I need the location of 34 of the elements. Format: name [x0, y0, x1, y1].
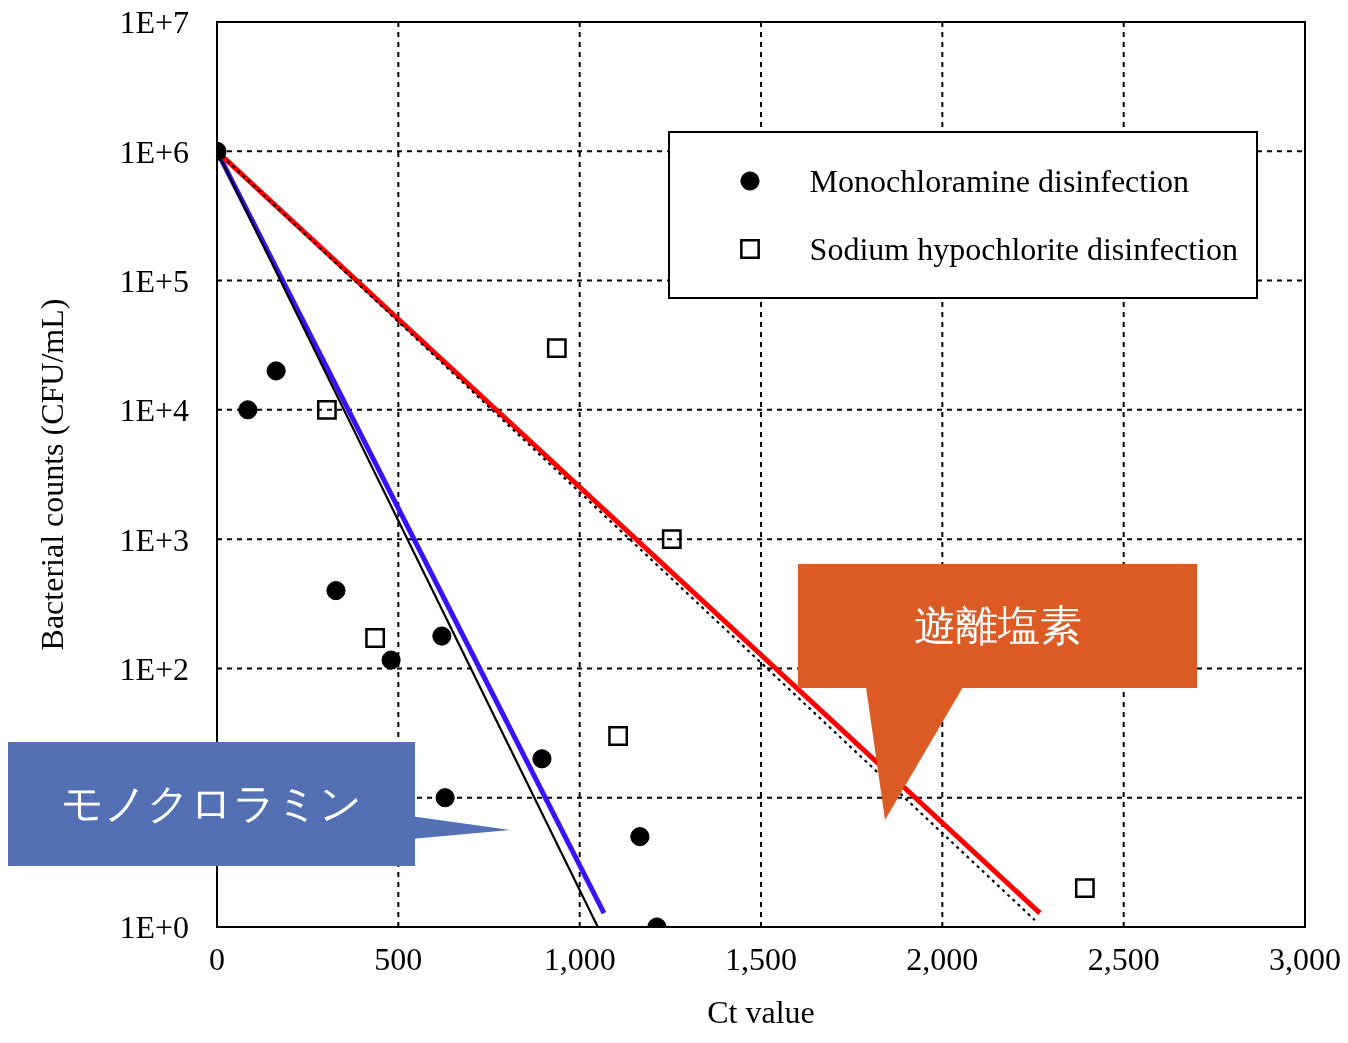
x-tick-label: 2,000: [906, 940, 979, 977]
point: [381, 650, 401, 670]
y-tick-label: 1E+2: [119, 650, 189, 687]
x-tick-label: 3,000: [1269, 940, 1341, 977]
point: [365, 628, 386, 648]
y-tick-label: 1E+3: [119, 521, 189, 558]
point: [326, 581, 346, 601]
point: [238, 400, 258, 420]
y-tick-label: 1E+4: [119, 392, 189, 429]
point: [1074, 878, 1095, 898]
x-tick-label: 1,000: [543, 940, 616, 977]
x-tick-label: 500: [374, 940, 423, 977]
point: [661, 529, 682, 550]
annotation: モノクロラミン: [61, 779, 362, 828]
point: [316, 399, 337, 420]
point: [435, 788, 455, 808]
x-tick-label: 2,500: [1087, 940, 1160, 977]
annotation: 遊離塩素: [913, 601, 1082, 650]
legend-label: Monochloramine disinfection: [809, 162, 1190, 200]
x-tick-label: 0: [209, 940, 225, 977]
x-axis-title: Ct value: [707, 994, 815, 1030]
y-tick-label: 1E+7: [119, 4, 189, 41]
y-tick-label: 1E+6: [119, 133, 189, 170]
point: [432, 626, 452, 646]
point: [532, 749, 552, 769]
legend-label: Sodium hypochlorite disinfection: [809, 230, 1238, 268]
y-tick-label: 1E+0: [119, 909, 189, 946]
point: [630, 827, 650, 847]
point: [546, 338, 567, 359]
y-axis-title: Bacterial counts (CFU/mL): [34, 298, 71, 651]
x-tick-label: 1,500: [725, 940, 797, 977]
y-tick-label: 1E+5: [119, 262, 189, 299]
point: [608, 726, 629, 746]
point: [266, 361, 286, 381]
